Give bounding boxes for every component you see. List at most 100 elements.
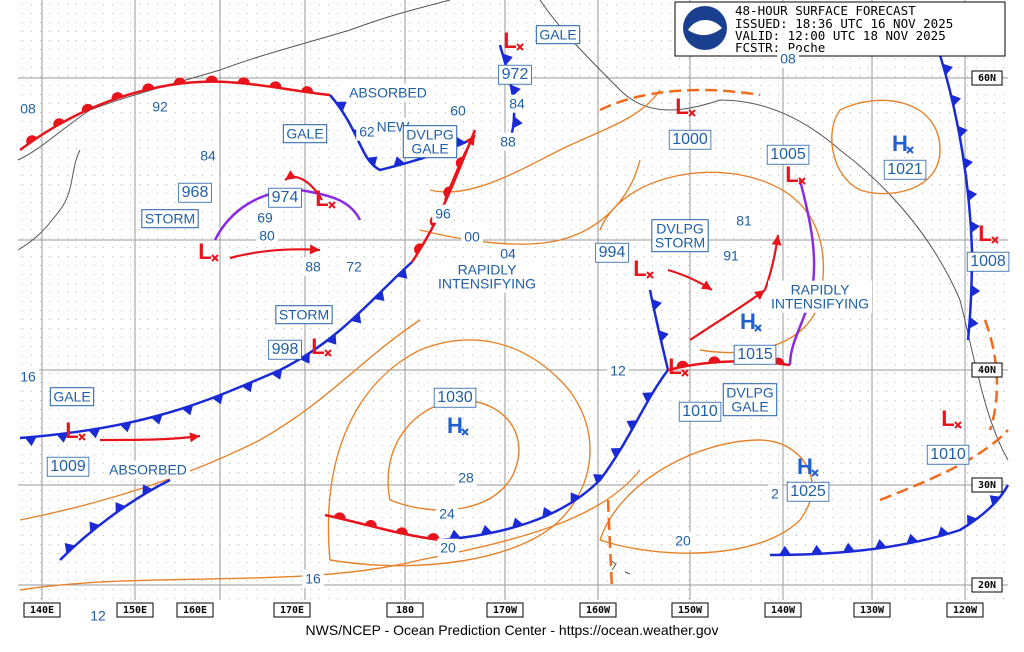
latitude-label-box — [971, 477, 1003, 493]
longitude-label-box — [671, 602, 709, 618]
front-semicircle — [81, 103, 94, 113]
longitude-label-box — [273, 602, 311, 618]
front-triangle — [651, 298, 662, 311]
central-pressure: 998 — [272, 341, 299, 358]
triangle — [335, 101, 347, 112]
front-triangle — [181, 404, 194, 416]
longitude-label: 140W — [771, 605, 796, 616]
center-mark — [681, 369, 689, 377]
longitude-label-box — [486, 602, 524, 618]
front-triangle — [967, 514, 978, 526]
map-label-text: 72 — [346, 259, 362, 275]
map-label: 88 — [497, 132, 519, 151]
triangle — [593, 474, 604, 485]
center-mark — [646, 271, 654, 279]
pressure-center-symbol: L — [668, 354, 681, 379]
map-label-text: GALE — [731, 399, 768, 415]
pressure-box — [433, 387, 477, 408]
triangle — [874, 539, 887, 549]
pressure-box — [595, 242, 629, 263]
center-mark — [461, 428, 469, 436]
map-label-text: DVLPG — [406, 127, 453, 143]
pressure-box — [268, 187, 302, 208]
label-halo — [461, 227, 483, 246]
map-label-text: 2 — [771, 486, 779, 502]
map-label-text: DVLPG — [726, 385, 773, 401]
center-mark — [211, 254, 219, 262]
front-triangle — [969, 316, 979, 329]
longitude-label: 150W — [678, 605, 703, 616]
map-label: 04 — [497, 244, 519, 263]
map-label-text: 08 — [780, 51, 796, 67]
front-semicircle — [26, 135, 38, 145]
map-label-text: DVLPG — [656, 221, 703, 237]
label-halo — [197, 146, 219, 165]
triangle — [181, 404, 194, 416]
longitude-label-box — [176, 602, 214, 618]
longitude-label-box — [116, 602, 154, 618]
map-label-text: 88 — [305, 259, 321, 275]
map-label: GALE — [535, 25, 581, 45]
map-label-text: 60 — [450, 103, 466, 119]
label-halo — [87, 606, 109, 625]
triangle — [448, 529, 461, 540]
map-label: 12 — [87, 606, 109, 625]
semicircle — [53, 118, 65, 128]
front-semicircle — [427, 533, 440, 540]
front-triangle — [241, 381, 253, 393]
map-label-text: ABSORBED — [349, 85, 427, 101]
center-mark — [324, 349, 332, 357]
triangle — [480, 524, 493, 535]
semicircle — [173, 77, 186, 85]
longitude-label: 160W — [586, 605, 611, 616]
front-triangle — [115, 502, 126, 513]
arrow-head — [285, 170, 297, 180]
map-label-text: STORM — [279, 307, 329, 323]
label-halo — [768, 484, 783, 503]
central-pressure: 1025 — [790, 483, 826, 500]
semicircle — [142, 83, 155, 91]
triangle — [89, 521, 100, 533]
triangle — [610, 447, 622, 459]
triangle — [299, 352, 310, 364]
label-halo — [356, 122, 378, 141]
pressure-center-symbol: H — [797, 454, 813, 479]
semicircle — [364, 520, 377, 528]
map-label-text: 04 — [500, 246, 516, 262]
triangle — [64, 542, 76, 554]
triangle — [56, 433, 69, 443]
map-label-text: 69 — [257, 210, 273, 226]
front-semicircle — [708, 356, 721, 363]
map-label-text: 96 — [435, 206, 451, 222]
front-triangle — [542, 507, 554, 518]
arrow-head — [753, 290, 765, 300]
map-label-text: NEW — [377, 119, 410, 135]
latitude-label-box — [971, 577, 1003, 593]
front-triangle — [842, 542, 855, 553]
label-halo — [346, 83, 430, 102]
center-mark — [991, 236, 999, 244]
label-halo — [149, 97, 171, 116]
header-valid: VALID: 12:00 UTC 18 NOV 2025 — [735, 28, 946, 43]
front-triangle — [448, 529, 461, 540]
map-label: GALE — [49, 387, 95, 407]
map-label: GALE — [282, 124, 328, 144]
triangle — [373, 290, 385, 301]
triangle — [642, 392, 654, 403]
front-triangle — [396, 268, 408, 279]
pressure-box — [498, 64, 532, 85]
triangle — [271, 369, 283, 380]
label-halo — [17, 99, 39, 118]
map-label-text: 84 — [200, 148, 216, 164]
label-halo — [672, 531, 694, 550]
longitude-label-box — [386, 602, 424, 618]
triangle — [967, 189, 978, 201]
semicircle — [333, 512, 346, 520]
longitude-label: 130W — [860, 605, 885, 616]
longitude-label-box — [946, 602, 984, 618]
center-mark — [328, 201, 336, 209]
label-box — [402, 125, 458, 159]
map-label: 08 — [17, 99, 39, 118]
